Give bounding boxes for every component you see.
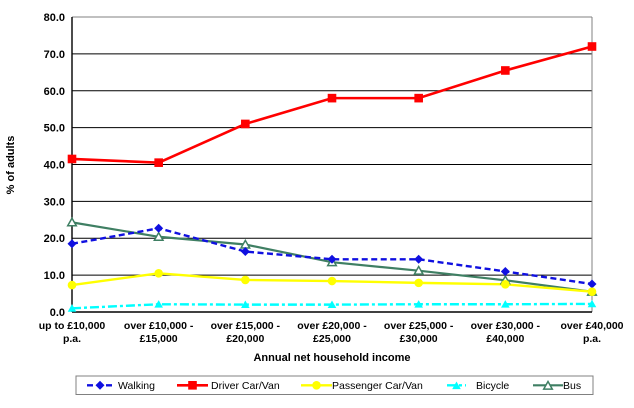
svg-text:over £20,000 -: over £20,000 - bbox=[297, 320, 367, 332]
svg-text:10.0: 10.0 bbox=[44, 270, 65, 282]
svg-text:p.a.: p.a. bbox=[583, 333, 601, 345]
svg-text:Passenger Car/Van: Passenger Car/Van bbox=[332, 380, 423, 392]
svg-text:Walking: Walking bbox=[118, 380, 155, 392]
svg-text:20.0: 20.0 bbox=[44, 233, 65, 245]
svg-text:0.0: 0.0 bbox=[50, 307, 65, 319]
svg-text:Bicycle: Bicycle bbox=[476, 380, 509, 392]
svg-text:Annual net household income: Annual net household income bbox=[253, 352, 410, 364]
svg-text:Bus: Bus bbox=[563, 380, 581, 392]
svg-text:p.a.: p.a. bbox=[63, 333, 81, 345]
svg-text:80.0: 80.0 bbox=[44, 12, 65, 24]
svg-text:over £30,000 -: over £30,000 - bbox=[471, 320, 541, 332]
svg-text:£40,000: £40,000 bbox=[486, 333, 524, 345]
svg-text:over £40,000: over £40,000 bbox=[560, 320, 623, 332]
svg-text:£15,000: £15,000 bbox=[140, 333, 178, 345]
svg-text:over £15,000 -: over £15,000 - bbox=[211, 320, 281, 332]
svg-text:% of adults: % of adults bbox=[5, 136, 17, 195]
svg-text:60.0: 60.0 bbox=[44, 86, 65, 98]
svg-text:£25,000: £25,000 bbox=[313, 333, 351, 345]
svg-text:over £10,000 -: over £10,000 - bbox=[124, 320, 194, 332]
svg-text:£30,000: £30,000 bbox=[400, 333, 438, 345]
svg-text:Driver Car/Van: Driver Car/Van bbox=[211, 380, 280, 392]
svg-text:70.0: 70.0 bbox=[44, 49, 65, 61]
svg-text:up to £10,000: up to £10,000 bbox=[39, 320, 106, 332]
svg-text:30.0: 30.0 bbox=[44, 196, 65, 208]
svg-text:£20,000: £20,000 bbox=[226, 333, 264, 345]
svg-text:over £25,000 -: over £25,000 - bbox=[384, 320, 454, 332]
svg-text:50.0: 50.0 bbox=[44, 123, 65, 135]
svg-text:40.0: 40.0 bbox=[44, 160, 65, 172]
